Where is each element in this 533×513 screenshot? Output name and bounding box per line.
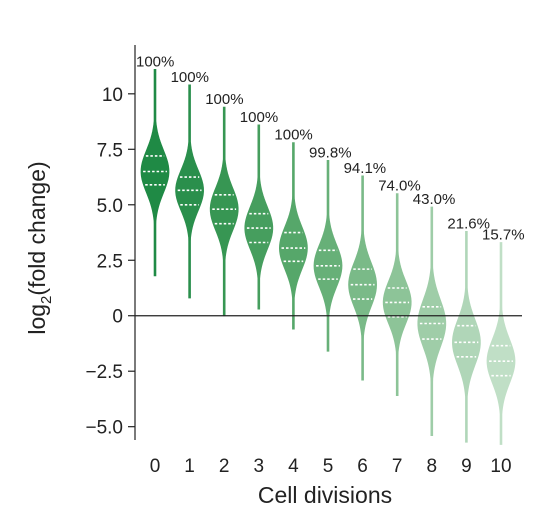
y-tick-label: 2.5 xyxy=(97,251,123,272)
y-tick-label: −2.5 xyxy=(85,362,123,383)
violin-2 xyxy=(209,106,239,317)
violin-body xyxy=(486,242,516,445)
x-axis-title: Cell divisions xyxy=(258,482,392,508)
violin-0 xyxy=(140,69,170,277)
violin-body xyxy=(452,231,481,443)
y-axis-title-log: log xyxy=(24,304,50,335)
x-tick-label: 2 xyxy=(219,456,230,477)
percent-label: 100% xyxy=(136,53,174,70)
x-tick-label: 9 xyxy=(461,456,472,477)
y-axis-ticks: 10 7.5 5.0 2.5 0 −2.5 −5.0 xyxy=(85,85,135,439)
x-tick-label: 1 xyxy=(184,456,195,477)
violin-body xyxy=(382,193,412,397)
x-tick-label: 6 xyxy=(357,456,368,477)
y-tick-label: −5.0 xyxy=(85,418,123,439)
y-tick-label: 10 xyxy=(102,85,123,106)
violin-6 xyxy=(348,175,378,381)
x-tick-label: 5 xyxy=(323,456,334,477)
y-tick-label: 0 xyxy=(112,307,123,328)
percent-label: 100% xyxy=(240,109,278,126)
violin-body xyxy=(140,69,170,277)
violin-3 xyxy=(244,124,274,310)
percent-label: 100% xyxy=(171,69,209,86)
percent-label: 15.7% xyxy=(482,227,525,244)
y-tick-label: 7.5 xyxy=(97,140,123,161)
violin-8 xyxy=(417,206,447,436)
y-axis-title-subscript: 2 xyxy=(38,296,55,304)
y-axis-title-suffix: (fold change) xyxy=(24,161,50,295)
violin-10 xyxy=(486,242,516,445)
violin-body xyxy=(313,159,343,352)
violin-body xyxy=(175,84,204,299)
violin-body xyxy=(417,206,447,436)
x-tick-label: 4 xyxy=(288,456,299,477)
y-axis-title: log2(fold change) xyxy=(24,161,55,334)
percent-label: 100% xyxy=(205,91,243,108)
x-tick-label: 7 xyxy=(392,456,403,477)
percent-label: 99.8% xyxy=(309,144,352,161)
percent-label: 21.6% xyxy=(447,215,490,232)
x-tick-label: 3 xyxy=(254,456,265,477)
y-tick-label: 5.0 xyxy=(97,196,123,217)
x-axis-ticks: 0 1 2 3 4 5 6 7 8 9 10 xyxy=(150,456,512,477)
percent-label: 100% xyxy=(274,127,312,144)
violin-1 xyxy=(175,84,204,299)
violin-5 xyxy=(313,159,343,352)
violin-7 xyxy=(382,193,412,397)
violin-body xyxy=(209,106,239,317)
violin-body xyxy=(278,142,308,330)
violin-body xyxy=(244,124,274,310)
x-tick-label: 0 xyxy=(150,456,161,477)
x-tick-label: 10 xyxy=(490,456,511,477)
x-tick-label: 8 xyxy=(427,456,438,477)
violins xyxy=(140,69,516,445)
violin-body xyxy=(348,175,378,381)
percent-label: 43.0% xyxy=(413,191,456,208)
violin-4 xyxy=(278,142,308,330)
percent-label: 74.0% xyxy=(378,178,421,195)
percent-label: 94.1% xyxy=(344,160,387,177)
percent-labels: 100%100%100%100%100%99.8%94.1%74.0%43.0%… xyxy=(136,53,525,243)
violin-9 xyxy=(452,231,481,443)
